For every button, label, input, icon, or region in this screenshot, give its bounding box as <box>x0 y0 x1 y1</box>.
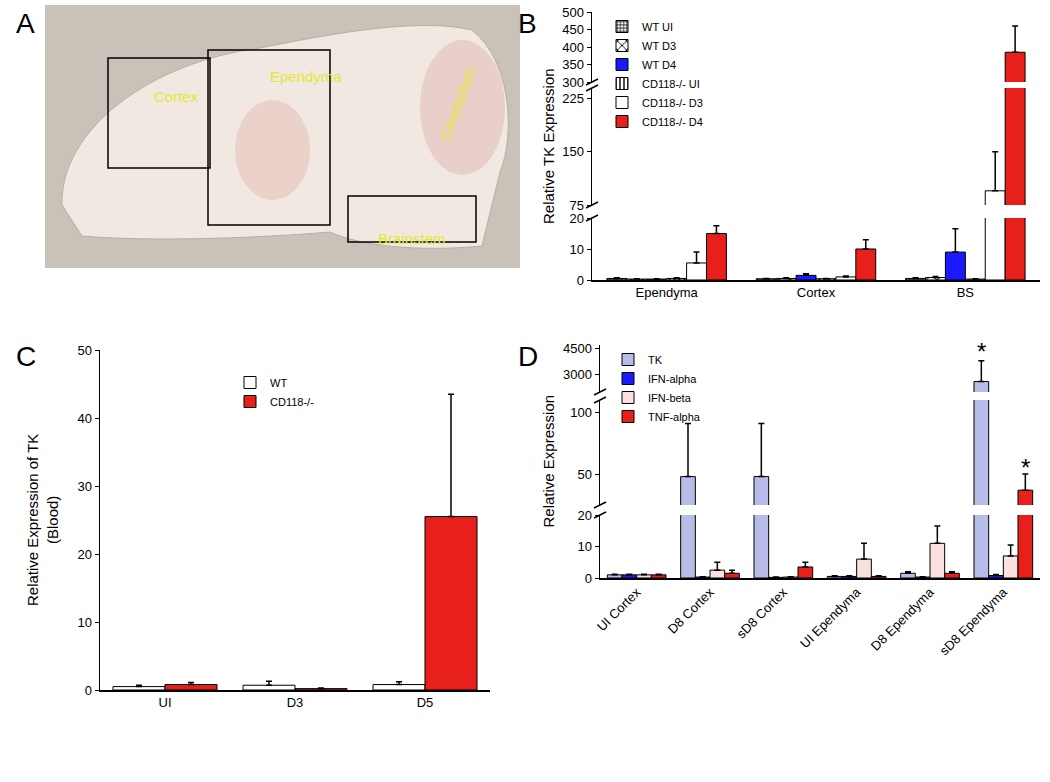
svg-text:Cortex: Cortex <box>154 88 199 105</box>
svg-text:Ependyma: Ependyma <box>270 68 342 85</box>
svg-text:0: 0 <box>85 683 92 698</box>
svg-text:D: D <box>518 341 538 372</box>
svg-text:CD118-/- UI: CD118-/- UI <box>642 78 700 90</box>
svg-text:D3: D3 <box>287 695 304 710</box>
svg-text:225: 225 <box>562 91 584 106</box>
svg-text:Ependyma: Ependyma <box>636 285 699 300</box>
svg-text:Brainstem: Brainstem <box>378 230 446 247</box>
svg-text:10: 10 <box>77 615 91 630</box>
svg-text:UI Ependyma: UI Ependyma <box>797 584 864 651</box>
svg-text:WT UI: WT UI <box>642 21 673 33</box>
svg-text:WT D4: WT D4 <box>642 59 676 71</box>
svg-text:IFN-alpha: IFN-alpha <box>648 373 697 385</box>
svg-text:*: * <box>977 338 986 365</box>
svg-text:TK: TK <box>648 354 663 366</box>
svg-text:CD118-/- D3: CD118-/- D3 <box>642 97 703 109</box>
svg-text:CD118-/- D4: CD118-/- D4 <box>642 116 703 128</box>
svg-text:TNF-alpha: TNF-alpha <box>648 411 701 423</box>
svg-text:WT D3: WT D3 <box>642 40 676 52</box>
svg-text:20: 20 <box>577 508 591 523</box>
svg-text:450: 450 <box>562 22 584 37</box>
svg-text:CD118-/-: CD118-/- <box>270 396 314 408</box>
svg-text:sD8 Cortex: sD8 Cortex <box>733 584 790 641</box>
svg-text:D8 Cortex: D8 Cortex <box>665 584 717 636</box>
svg-text:20: 20 <box>77 547 91 562</box>
svg-text:Cerebellum: Cerebellum <box>437 64 479 142</box>
svg-text:BS: BS <box>957 285 975 300</box>
svg-text:500: 500 <box>562 5 584 20</box>
svg-text:Cortex: Cortex <box>797 285 836 300</box>
svg-text:C: C <box>16 341 36 372</box>
svg-text:UI Cortex: UI Cortex <box>594 584 644 634</box>
svg-text:3000: 3000 <box>563 367 592 382</box>
svg-text:40: 40 <box>77 411 91 426</box>
svg-text:UI: UI <box>159 695 172 710</box>
svg-text:100: 100 <box>570 405 592 420</box>
svg-text:400: 400 <box>562 40 584 55</box>
svg-text:Relative Expression: Relative Expression <box>540 395 557 528</box>
svg-text:150: 150 <box>562 144 584 159</box>
svg-text:D5: D5 <box>417 695 434 710</box>
svg-text:B: B <box>518 8 537 39</box>
svg-text:300: 300 <box>562 75 584 90</box>
svg-text:10: 10 <box>577 539 591 554</box>
svg-text:75: 75 <box>569 198 583 213</box>
svg-text:4500: 4500 <box>563 341 592 356</box>
svg-text:30: 30 <box>77 479 91 494</box>
svg-text:A: A <box>16 8 35 39</box>
svg-text:Relative TK Expression: Relative TK Expression <box>540 68 557 224</box>
svg-text:WT: WT <box>270 377 287 389</box>
svg-text:Relative Expression of TK(Bloo: Relative Expression of TK(Blood) <box>24 434 61 606</box>
svg-text:D8 Ependyma: D8 Ependyma <box>868 584 937 653</box>
svg-text:0: 0 <box>585 571 592 586</box>
svg-text:*: * <box>1021 454 1030 481</box>
svg-text:0: 0 <box>577 273 584 288</box>
svg-text:50: 50 <box>77 343 91 358</box>
svg-text:50: 50 <box>577 467 591 482</box>
svg-text:20: 20 <box>569 211 583 226</box>
svg-text:350: 350 <box>562 57 584 72</box>
svg-text:IFN-beta: IFN-beta <box>648 392 692 404</box>
svg-text:sD8 Ependyma: sD8 Ependyma <box>937 584 1011 658</box>
svg-text:10: 10 <box>569 242 583 257</box>
